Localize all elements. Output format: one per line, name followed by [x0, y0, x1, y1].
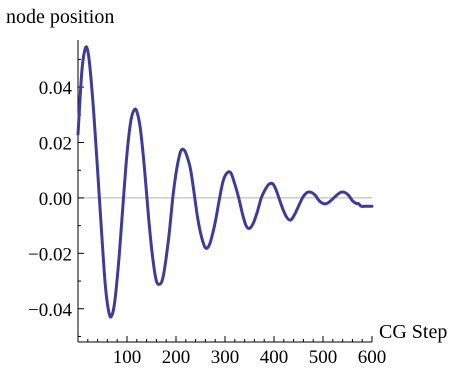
y-axis-title: node position	[6, 6, 114, 28]
x-tick-label: 200	[162, 347, 191, 367]
x-tick-label: 600	[358, 347, 387, 367]
series-group	[76, 45, 374, 319]
x-axis-title: CG Step	[379, 321, 447, 343]
x-tick-label: 300	[211, 347, 240, 367]
y-tick-label: 0.00	[39, 189, 72, 210]
x-tick-label: 400	[260, 347, 289, 367]
y-tick-label: −0.02	[28, 244, 72, 265]
y-ticks: 0.04 0.02 0.00 −0.02 −0.04	[28, 58, 84, 337]
series-line	[76, 45, 374, 319]
x-tick-label: 500	[309, 347, 338, 367]
y-tick-label: 0.02	[39, 134, 72, 155]
x-tick-label: 100	[113, 347, 142, 367]
y-tick-label: −0.04	[28, 300, 72, 321]
y-tick-label: 0.04	[39, 78, 73, 99]
x-ticks: 100 200 300 400 500 600	[77, 336, 387, 368]
